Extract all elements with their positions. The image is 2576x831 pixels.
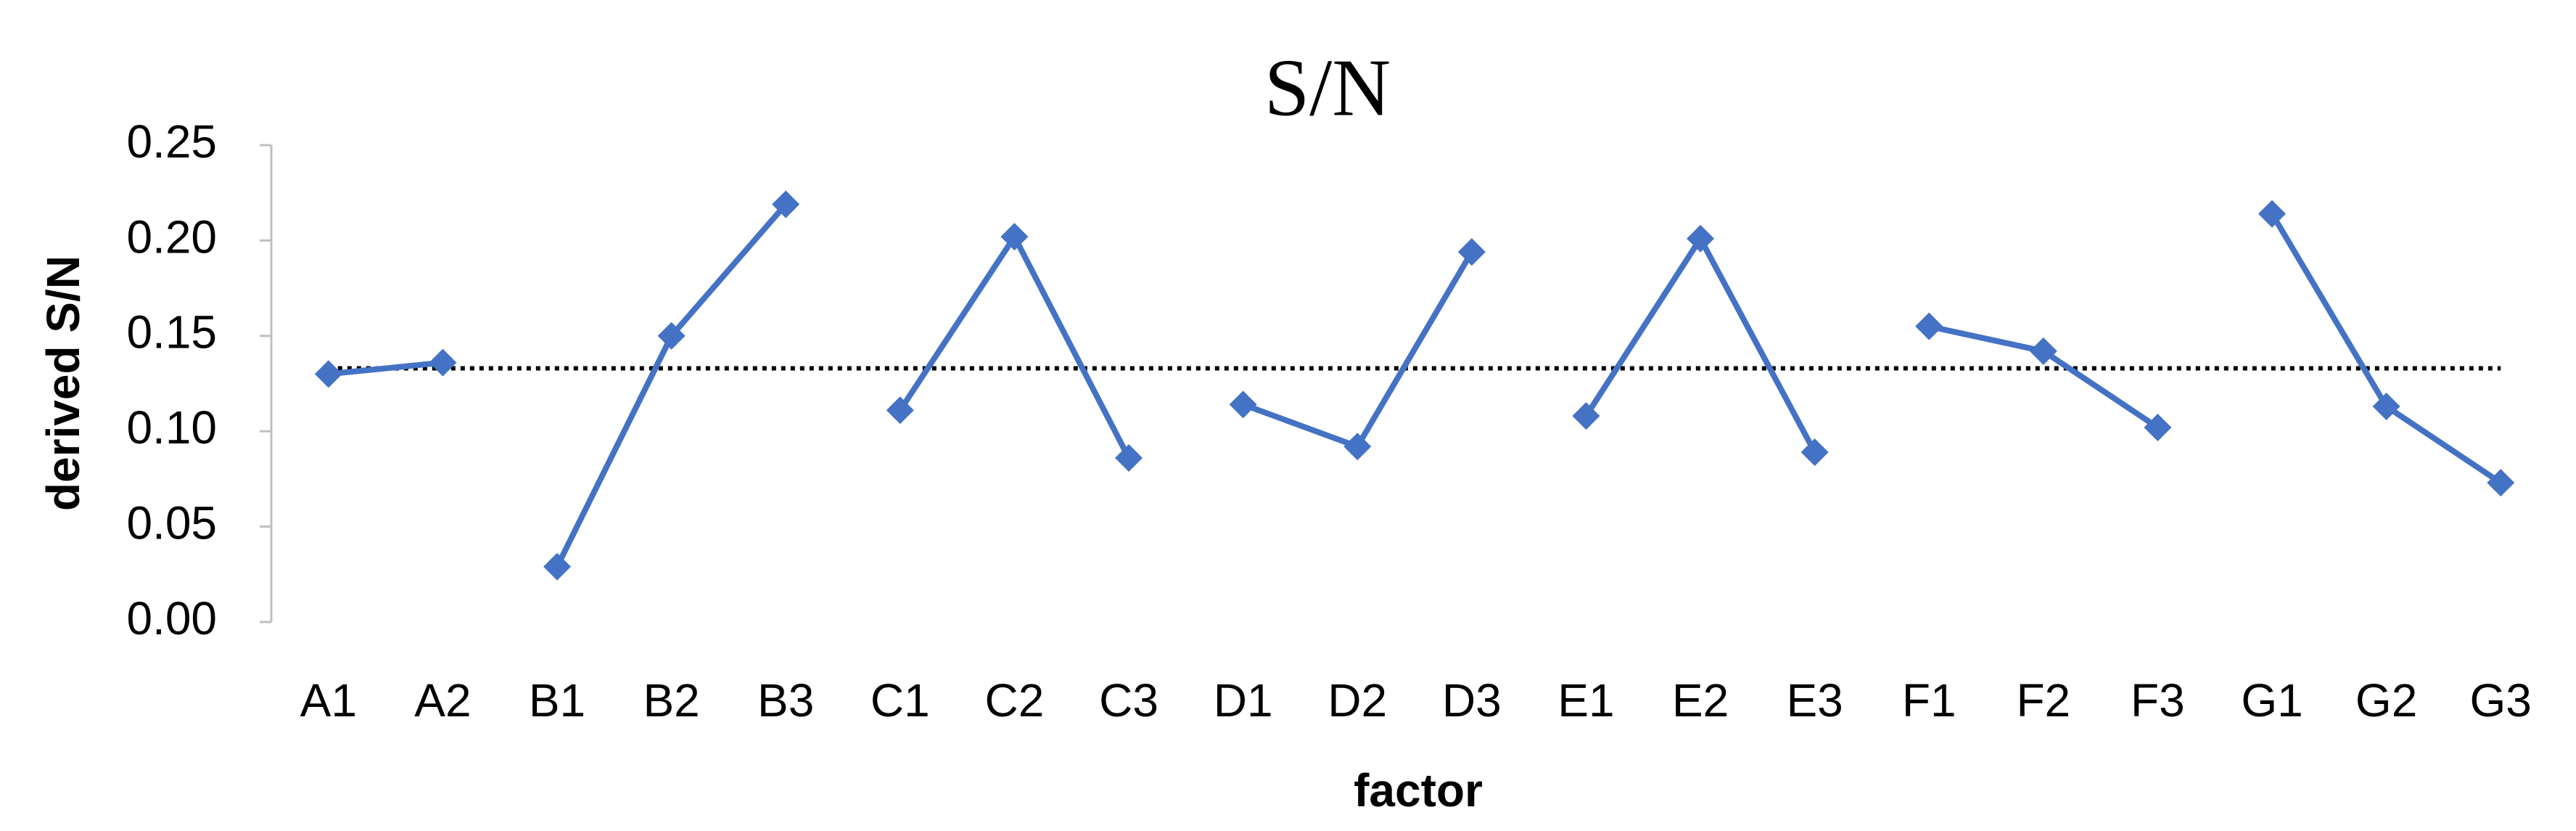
series-line (328, 359, 443, 377)
y-tick-label: 0.20 (126, 210, 217, 263)
x-tick-label: C3 (1099, 674, 1159, 726)
x-tick-label: D3 (1442, 674, 1502, 726)
x-tick-label: C1 (871, 674, 930, 726)
marker (1687, 224, 1714, 253)
y-tick-label: 0.10 (126, 401, 217, 454)
marker (1801, 438, 1829, 467)
marker (2258, 200, 2286, 228)
marker (1572, 402, 1600, 430)
x-tick-label: E1 (1557, 674, 1614, 726)
x-tick-label: E2 (1672, 674, 1729, 726)
marker (657, 322, 686, 350)
x-tick-label: A1 (300, 674, 357, 726)
marker (429, 348, 457, 377)
marker (772, 190, 800, 218)
marker (1000, 223, 1029, 251)
x-tick-label: B3 (757, 674, 814, 726)
marker (314, 360, 342, 388)
x-tick-label: D1 (1214, 674, 1273, 726)
marker (886, 396, 914, 425)
marker (2487, 469, 2515, 497)
y-tick-label: 0.00 (126, 592, 217, 644)
x-tick-label: G1 (2241, 674, 2303, 726)
x-axis-title: factor (1354, 764, 1483, 816)
x-tick-label: F2 (2016, 674, 2070, 726)
marker (543, 552, 571, 581)
marker (1229, 390, 1257, 419)
x-tick-label: B1 (529, 674, 585, 726)
x-tick-label: D2 (1328, 674, 1387, 726)
x-tick-label: G3 (2470, 674, 2532, 726)
marker (1457, 238, 1486, 266)
marker (2029, 337, 2057, 365)
y-tick-label: 0.05 (126, 497, 217, 549)
y-tick-label: 0.25 (126, 115, 217, 168)
x-tick-label: F3 (2131, 674, 2185, 726)
y-axis-title: derived S/N (37, 255, 89, 511)
chart-title: S/N (1264, 44, 1391, 134)
marker (1343, 433, 1372, 461)
marker (1915, 312, 1943, 340)
x-tick-label: G2 (2355, 674, 2417, 726)
x-tick-label: B2 (643, 674, 699, 726)
x-tick-label: C2 (984, 674, 1044, 726)
y-tick-label: 0.15 (126, 306, 217, 359)
x-tick-label: F1 (1902, 674, 1956, 726)
x-tick-label: E3 (1786, 674, 1843, 726)
marker (2144, 413, 2172, 441)
marker (2372, 393, 2400, 421)
x-tick-label: A2 (414, 674, 471, 726)
marker (1115, 443, 1143, 472)
